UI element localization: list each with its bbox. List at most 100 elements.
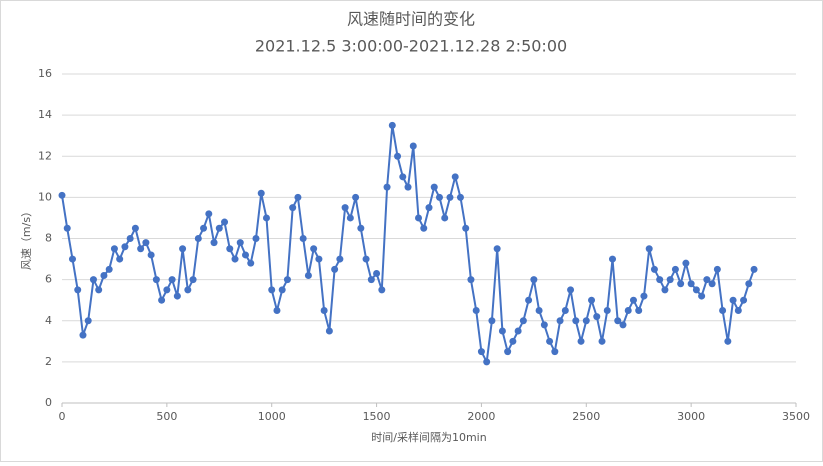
point <box>561 306 569 314</box>
point <box>325 327 333 335</box>
point <box>745 280 753 288</box>
point <box>194 235 202 242</box>
point <box>163 286 171 294</box>
point <box>352 193 360 201</box>
x-tick-label: 500 <box>156 410 177 423</box>
point <box>116 255 124 263</box>
point <box>708 280 716 288</box>
point <box>147 251 155 259</box>
point <box>273 306 281 314</box>
point <box>100 272 108 280</box>
point <box>740 296 748 304</box>
point <box>446 193 454 201</box>
point <box>404 183 412 191</box>
point <box>74 286 82 294</box>
x-tick-label: 3500 <box>782 410 810 423</box>
point <box>84 317 92 325</box>
y-tick-label: 16 <box>38 67 52 80</box>
point <box>184 286 192 294</box>
x-tick-label: 2500 <box>572 410 600 423</box>
point <box>394 152 402 160</box>
point <box>315 255 323 263</box>
point <box>283 276 291 284</box>
point <box>656 276 664 284</box>
point <box>58 191 66 199</box>
point <box>593 313 601 321</box>
y-tick-label: 0 <box>45 396 52 409</box>
point <box>750 265 758 273</box>
point <box>252 235 260 242</box>
point <box>441 214 449 222</box>
point <box>409 142 417 150</box>
point <box>645 245 653 253</box>
point <box>137 245 145 253</box>
point <box>609 255 616 263</box>
x-tick-label: 1500 <box>363 410 391 423</box>
point <box>388 121 396 129</box>
point <box>362 255 370 263</box>
point <box>257 189 265 197</box>
x-tick-label: 1000 <box>258 410 286 423</box>
point <box>525 296 533 304</box>
y-tick-label: 10 <box>38 190 52 203</box>
point <box>435 193 443 201</box>
x-tick-label: 0 <box>59 410 66 423</box>
point <box>509 337 517 345</box>
y-tick-label: 12 <box>38 149 52 162</box>
point <box>341 204 349 212</box>
point <box>629 296 637 304</box>
x-axis-label: 时间/采样间隔为10min <box>371 430 486 444</box>
point <box>724 337 732 345</box>
point <box>619 321 627 329</box>
point <box>168 276 176 284</box>
point <box>373 269 381 277</box>
point <box>572 317 580 325</box>
point <box>462 224 470 232</box>
point <box>294 193 302 201</box>
point <box>226 245 234 253</box>
point <box>247 259 255 267</box>
point <box>588 296 596 304</box>
point <box>666 276 674 284</box>
point <box>320 306 328 314</box>
point <box>152 276 160 284</box>
point <box>556 317 564 325</box>
point <box>205 210 213 218</box>
point <box>268 286 276 294</box>
point <box>79 331 87 339</box>
point <box>451 173 459 181</box>
point <box>477 348 485 356</box>
point <box>231 255 239 263</box>
point <box>729 296 737 304</box>
point <box>304 272 312 280</box>
point <box>504 348 512 356</box>
point <box>399 173 407 181</box>
point <box>624 306 632 314</box>
point <box>236 239 244 247</box>
y-tick-label: 2 <box>45 355 52 368</box>
point <box>357 224 365 232</box>
point <box>210 239 218 247</box>
point <box>614 317 622 325</box>
point <box>703 276 711 284</box>
point <box>425 204 433 212</box>
point <box>567 286 575 294</box>
point <box>367 276 375 284</box>
point <box>677 280 685 288</box>
point <box>719 306 727 314</box>
point <box>289 204 297 212</box>
point <box>121 243 129 251</box>
point <box>650 265 658 273</box>
point <box>68 255 76 263</box>
point <box>540 321 548 329</box>
point <box>456 193 464 201</box>
point <box>173 292 181 300</box>
point <box>519 317 527 325</box>
point <box>514 327 522 335</box>
point <box>179 245 187 253</box>
chart-title: 风速随时间的变化 <box>347 10 475 29</box>
point <box>488 317 496 325</box>
x-tick-label: 2000 <box>467 410 495 423</box>
